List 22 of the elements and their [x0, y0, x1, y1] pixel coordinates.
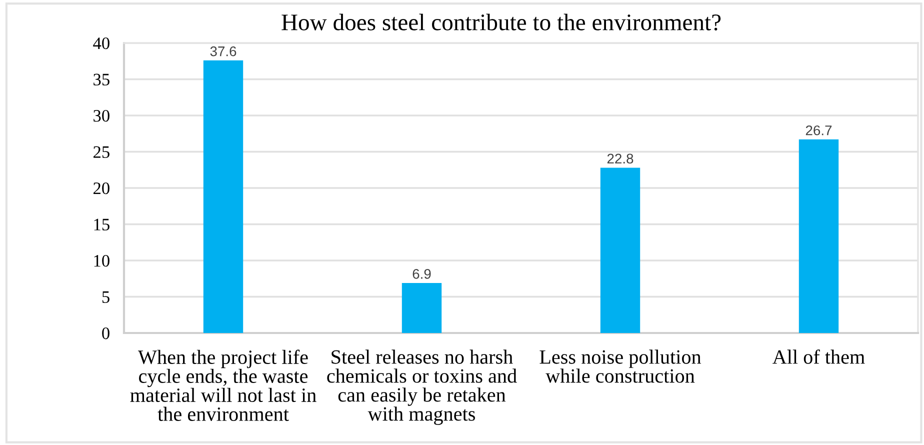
- y-tick-label: 10: [94, 254, 110, 267]
- data-label: 6.9: [412, 269, 431, 279]
- x-tick-label: All of them: [772, 349, 865, 364]
- y-tick-label: 25: [94, 146, 110, 158]
- bar: [600, 168, 640, 333]
- bar: [798, 139, 839, 333]
- bar: [203, 60, 244, 333]
- y-tick-label: 30: [94, 110, 110, 122]
- y-tick-label: 20: [94, 182, 110, 194]
- data-label: 26.7: [806, 125, 832, 136]
- x-tick-label: Less noise pollution while construction: [540, 350, 702, 383]
- chart-title: How does steel contribute to the environment?: [282, 14, 721, 30]
- y-tick-label: 40: [93, 37, 110, 50]
- y-tick-label: 35: [94, 74, 110, 86]
- y-tick-label: 15: [94, 218, 110, 230]
- x-tick-label: Steel releases no harsh chemicals or toxins and can easily be retaken with magnets: [327, 350, 517, 425]
- data-label: 37.6: [210, 46, 236, 56]
- y-tick-label: 0: [102, 327, 110, 340]
- bar: [402, 282, 442, 333]
- x-tick-label: When the project life cycle ends, the waste material will not last in the environment: [130, 350, 316, 421]
- y-tick-label: 5: [102, 291, 110, 303]
- data-label: 22.8: [607, 154, 634, 164]
